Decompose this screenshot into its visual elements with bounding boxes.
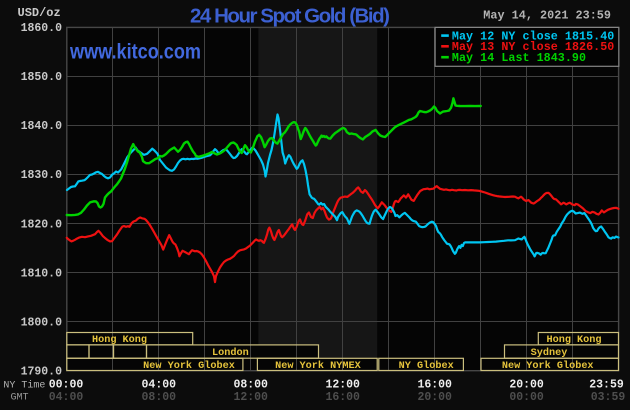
svg-text:04:00: 04:00 bbox=[49, 391, 84, 404]
svg-text:Hong Kong: Hong Kong bbox=[92, 335, 147, 346]
svg-text:New York Globex: New York Globex bbox=[502, 360, 594, 372]
svg-text:24 Hour Spot Gold (Bid): 24 Hour Spot Gold (Bid) bbox=[190, 5, 390, 28]
svg-text:NY Globex: NY Globex bbox=[399, 360, 454, 372]
svg-text:May 12 NY close 1815.40: May 12 NY close 1815.40 bbox=[452, 29, 614, 43]
svg-text:08:00: 08:00 bbox=[142, 391, 177, 404]
svg-text:16:00: 16:00 bbox=[325, 391, 360, 404]
svg-text:May 13 NY close 1826.50: May 13 NY close 1826.50 bbox=[452, 40, 614, 54]
svg-text:04:00: 04:00 bbox=[142, 378, 177, 391]
svg-text:20:00: 20:00 bbox=[417, 391, 452, 404]
svg-text:GMT: GMT bbox=[11, 392, 29, 403]
svg-text:USD/oz: USD/oz bbox=[18, 6, 61, 20]
svg-text:1790.0: 1790.0 bbox=[21, 365, 63, 378]
svg-text:12:00: 12:00 bbox=[325, 378, 360, 391]
svg-text:00:00: 00:00 bbox=[49, 378, 84, 391]
svg-text:23:59: 23:59 bbox=[589, 378, 624, 391]
svg-text:08:00: 08:00 bbox=[233, 378, 268, 391]
svg-text:Sydney: Sydney bbox=[531, 347, 568, 359]
svg-text:1800.0: 1800.0 bbox=[21, 316, 63, 329]
svg-text:May 14 Last 1843.90: May 14 Last 1843.90 bbox=[452, 51, 586, 65]
svg-text:1860.0: 1860.0 bbox=[21, 22, 63, 35]
svg-text:May 14, 2021 23:59: May 14, 2021 23:59 bbox=[483, 9, 611, 23]
svg-text:1850.0: 1850.0 bbox=[21, 71, 63, 84]
svg-text:12:00: 12:00 bbox=[233, 391, 268, 404]
svg-text:1840.0: 1840.0 bbox=[21, 120, 63, 133]
svg-text:16:00: 16:00 bbox=[417, 378, 452, 391]
svg-text:1810.0: 1810.0 bbox=[21, 267, 63, 280]
svg-text:20:00: 20:00 bbox=[509, 378, 544, 391]
svg-text:NY Time: NY Time bbox=[3, 380, 45, 392]
svg-text:03:59: 03:59 bbox=[591, 391, 626, 404]
svg-text:00:00: 00:00 bbox=[509, 391, 544, 404]
svg-text:Hong Kong: Hong Kong bbox=[546, 335, 601, 346]
svg-text:1820.0: 1820.0 bbox=[21, 218, 63, 231]
svg-text:New York Globex: New York Globex bbox=[143, 360, 235, 372]
svg-text:www.kitco.com: www.kitco.com bbox=[69, 40, 201, 64]
svg-text:1830.0: 1830.0 bbox=[21, 169, 63, 182]
svg-text:London: London bbox=[212, 347, 249, 359]
svg-text:New York NYMEX: New York NYMEX bbox=[275, 360, 361, 372]
